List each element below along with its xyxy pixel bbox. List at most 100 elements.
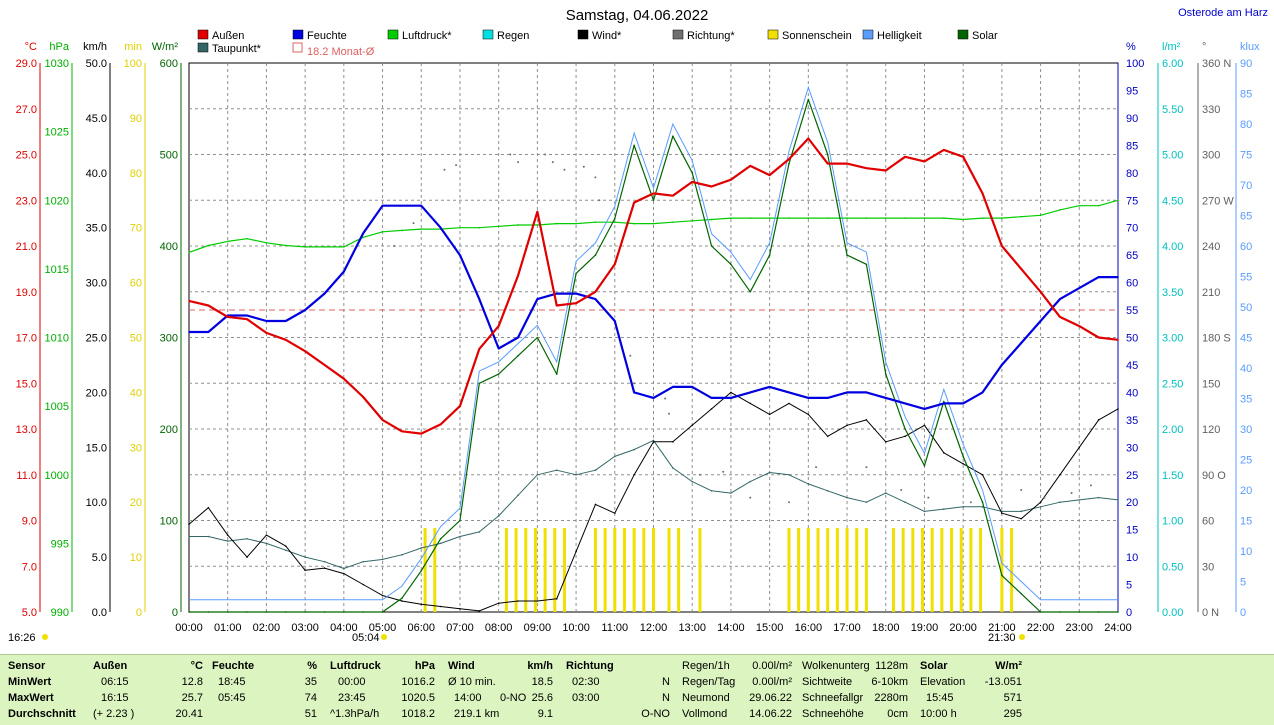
wind-direction-dot <box>517 161 520 164</box>
sunset-icon <box>1019 634 1025 640</box>
wind-direction-dot <box>443 168 446 171</box>
series-taupunkt-line-point <box>710 489 713 492</box>
statistics-panel: Sensor MinWert MaxWert Durchschnitt Auße… <box>0 654 1274 725</box>
stats-schneefallgrenze: 2280m <box>874 692 908 704</box>
axis-tick-right: 90 O <box>1202 470 1226 482</box>
axis-tick-right: 20 <box>1126 497 1138 509</box>
axis-tick-right: 150 <box>1202 378 1220 390</box>
axis-tick-right: 70 <box>1240 180 1252 192</box>
series-taupunkt-line-point <box>633 448 635 451</box>
series-solar-line-point <box>304 611 306 613</box>
wind-direction-dot <box>509 153 512 156</box>
series-wind-line-point <box>710 408 713 410</box>
series-wind-line-point <box>517 600 519 602</box>
axis-unit-left: min <box>124 41 142 53</box>
series-luftdruck-line-point <box>1059 209 1061 211</box>
stats-luftdruck-min-time: 00:00 <box>338 676 366 688</box>
axis-tick-left: 995 <box>51 538 69 550</box>
series-feuchte-line-point <box>1039 320 1042 322</box>
stats-wolkenuntergrenze-label: Wolkenunterg <box>802 660 870 672</box>
axis-unit-left: °C <box>25 41 37 53</box>
legend-label: Richtung* <box>687 30 735 42</box>
series-feuchte-line-point <box>710 397 713 399</box>
series-wind-line-point <box>265 534 268 536</box>
axis-tick-right: 10 <box>1126 552 1138 564</box>
x-tick-label: 24:00 <box>1104 622 1132 634</box>
series-feuchte-line-point <box>904 402 906 405</box>
axis-tick-left: 50.0 <box>86 58 107 70</box>
stats-luftdruck-avg: 1018.2 <box>401 708 435 720</box>
axis-tick-right: 40 <box>1240 363 1252 375</box>
axis-unit-right: klux <box>1240 41 1260 53</box>
series-taupunkt-line-point <box>788 473 790 476</box>
stats-aussen-min-time: 06:15 <box>101 676 129 688</box>
axis-tick-right: 20 <box>1240 485 1252 497</box>
series-solar-line-point <box>1059 611 1061 613</box>
legend-label: Wind* <box>592 30 622 42</box>
series-feuchte-line-point <box>575 292 577 295</box>
series-solar-line-point <box>652 199 655 202</box>
series-aussen-line-point <box>652 192 655 195</box>
x-tick-label: 23:00 <box>1066 622 1094 634</box>
legend-swatch <box>577 29 589 40</box>
axis-tick-right: 0 N <box>1202 607 1219 619</box>
series-luftdruck-line-point <box>517 224 519 226</box>
series-wind-line-point <box>672 441 674 443</box>
series-aussen-line-point <box>343 377 345 380</box>
series-feuchte-line-point <box>1001 364 1003 366</box>
axis-tick-right: 60 <box>1126 278 1138 290</box>
series-feuchte-line-point <box>246 314 248 317</box>
series-feuchte-line-point <box>652 397 655 399</box>
legend-label: Außen <box>212 30 244 42</box>
axis-tick-left: 10.0 <box>86 497 107 509</box>
series-feuchte-line-point <box>865 391 868 394</box>
series-solar-line-point <box>323 611 326 613</box>
series-wind-line-point <box>420 603 423 606</box>
x-tick-label: 16:00 <box>795 622 823 634</box>
series-aussen-line-point <box>672 194 674 197</box>
series-taupunkt-line-point <box>207 535 210 538</box>
legend-swatch <box>862 29 874 40</box>
series-feuchte-line-point <box>497 347 500 350</box>
series-taupunkt-line-point <box>459 535 461 538</box>
axis-tick-right: 30 <box>1202 561 1214 573</box>
axis-tick-left: 1000 <box>45 470 69 482</box>
series-luftdruck-line-point <box>943 217 945 219</box>
series-aussen-line-point <box>517 274 519 277</box>
series-feuchte-line-point <box>439 226 442 229</box>
series-feuchte-line-point <box>188 331 190 333</box>
series-feuchte-line-point <box>691 386 694 388</box>
series-luftdruck-line-point <box>1078 204 1081 207</box>
stats-wind-header: Wind <box>448 660 475 672</box>
axis-tick-right: 15 <box>1240 516 1252 528</box>
series-solar-line-point <box>265 611 268 613</box>
wind-direction-dot <box>900 489 903 491</box>
stats-neumond: 29.06.22 <box>749 692 792 704</box>
stats-solar-max: 571 <box>1003 692 1022 704</box>
stats-wind: Wind km/h Ø 10 min. 18.5 14:00 0-NO 25.6 219… <box>448 658 553 722</box>
series-aussen-line-point <box>826 162 829 165</box>
axis-tick-right: 3.00 <box>1162 333 1183 345</box>
series-solar-line-point <box>1097 611 1100 613</box>
axis-tick-right: 0.00 <box>1162 607 1183 619</box>
x-tick-label: 05:00 <box>369 622 397 634</box>
series-feuchte-line-point <box>768 386 771 388</box>
stats-aussen-trend: (+ 2.23 ) <box>93 708 135 720</box>
series-wind-line-point <box>575 550 577 553</box>
axis-tick-left: 1005 <box>45 401 69 413</box>
series-taupunkt-line-point <box>188 535 190 538</box>
stats-richtung-max: N <box>662 692 670 704</box>
series-solar-line-point <box>459 519 461 522</box>
series-feuchte-line-point <box>1078 287 1081 289</box>
axis-tick-left: 30 <box>130 442 142 454</box>
x-tick-label: 11:00 <box>601 622 628 634</box>
series-solar-line-point <box>710 245 713 247</box>
series-feuchte-line-point <box>517 336 519 339</box>
stats-luftdruck-max: 1020.5 <box>401 692 435 704</box>
series-solar-line-point <box>478 382 481 385</box>
axis-tick-left: 600 <box>160 58 178 70</box>
axis-tick-left: 15.0 <box>86 442 107 454</box>
series-taupunkt-line-point <box>226 540 229 542</box>
series-wind-line-point <box>807 413 810 416</box>
series-feuchte-line-point <box>343 270 345 273</box>
